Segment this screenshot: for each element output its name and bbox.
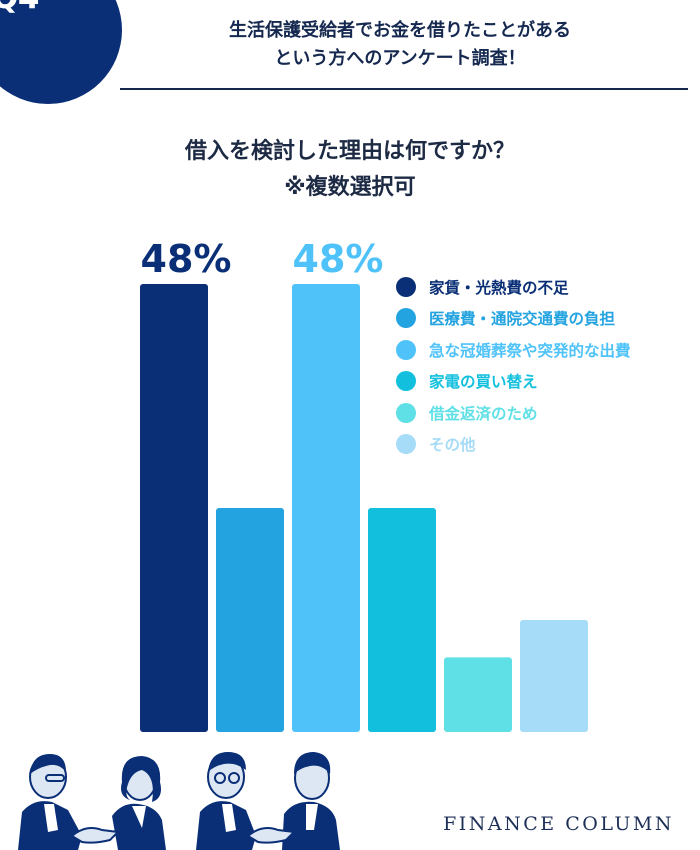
- businessman-icon: [18, 754, 82, 850]
- legend-item: その他: [396, 429, 631, 461]
- bar-value-label-1: 48%: [141, 237, 232, 281]
- businessman-right-icon: [282, 752, 340, 850]
- header-divider: [120, 88, 688, 90]
- legend-label: その他: [429, 436, 476, 455]
- businessman-glasses-icon: [196, 752, 256, 850]
- legend: 家賃・光熱費の不足医療費・通院交通費の負担 急な冠婚葬祭や突発的な出費 家電の買い替…: [396, 271, 631, 460]
- legend-swatch: [396, 308, 416, 329]
- handshake-illustration: [18, 752, 340, 850]
- legend-label: 家電の買い替え: [429, 373, 538, 392]
- bar-6: [520, 620, 588, 732]
- legend-swatch: [396, 371, 416, 392]
- survey-heading-line2: という方へのアンケート調査！: [274, 48, 526, 69]
- legend-item: 家賃・光熱費の不足: [396, 271, 631, 303]
- survey-heading-line1: 生活保護受給者でお金を借りたことがある: [229, 20, 571, 41]
- survey-heading: 生活保護受給者でお金を借りたことがある という方へのアンケート調査！: [130, 17, 670, 73]
- handshake-icon: [70, 827, 121, 844]
- bar-2: [216, 508, 284, 732]
- legend-swatch: [396, 434, 416, 455]
- question-number: Q4: [0, 0, 39, 16]
- bar-3: [292, 284, 360, 732]
- legend-swatch: [396, 339, 416, 360]
- legend-label: 急な冠婚葬祭や突発的な出費: [429, 341, 631, 360]
- legend-swatch: [396, 276, 416, 297]
- value-labels-group: 48% 48%: [141, 237, 384, 281]
- bar-chart: 48% 48%: [140, 237, 588, 732]
- legend-item: 借金返済のため: [396, 397, 631, 429]
- bar-4: [368, 508, 436, 732]
- bar-5: [444, 657, 512, 732]
- brand-logo: FINANCE COLUMN: [443, 813, 674, 835]
- legend-label: 家賃・光熱費の不足: [429, 278, 569, 297]
- businesswoman-icon: [112, 756, 166, 850]
- legend-item: 急な冠婚葬祭や突発的な出費: [396, 334, 631, 366]
- legend-item: 家電の買い替え: [396, 366, 631, 398]
- question-badge: Q4: [0, 0, 122, 104]
- legend-label: 借金返済のため: [429, 404, 538, 423]
- bars-group: [140, 284, 588, 732]
- chart-title-line1: 借入を検討した理由は何ですか？: [184, 139, 515, 164]
- legend-swatch: [396, 402, 416, 423]
- bar-1: [140, 284, 208, 732]
- legend-item: 医療費・通院交通費の負担: [396, 303, 631, 335]
- bar-value-label-3: 48%: [293, 237, 384, 281]
- handshake-right-icon: [246, 827, 297, 844]
- legend-label: 医療費・通院交通費の負担: [429, 310, 616, 329]
- chart-title: 借入を検討した理由は何ですか？ ※複数選択可: [0, 134, 700, 206]
- chart-title-line2: ※複数選択可: [284, 175, 416, 200]
